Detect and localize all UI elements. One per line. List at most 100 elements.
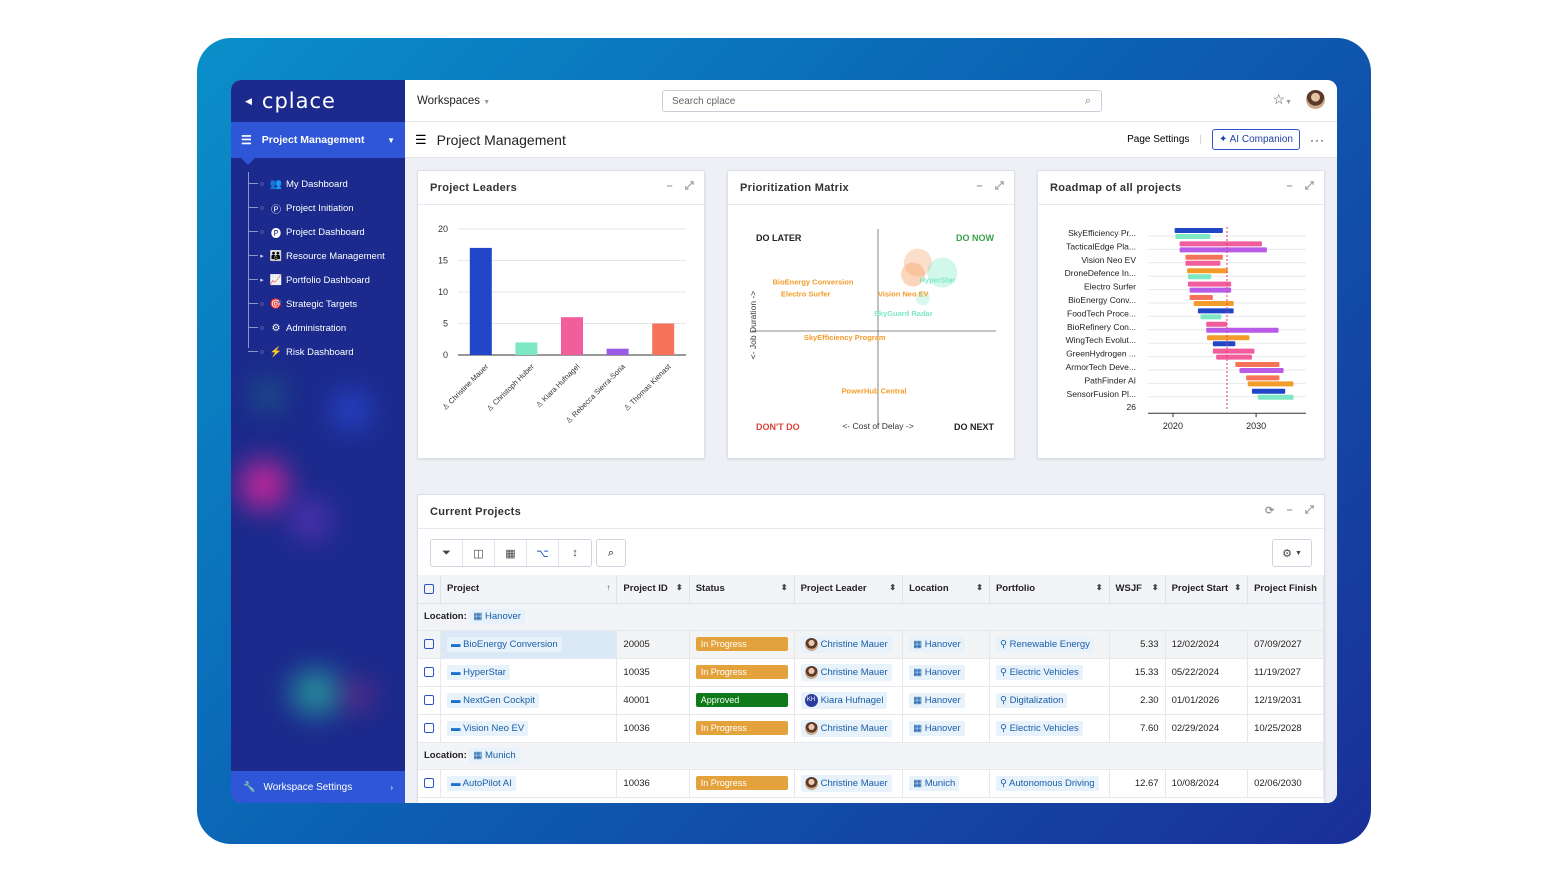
table-row[interactable]: ▬ AutoPilot AI 10036 In Progress Christine … xyxy=(418,769,1324,798)
star-icon[interactable]: ☆▼ xyxy=(1272,91,1293,107)
workspace-settings-button[interactable]: 🔧 Workspace Settings › xyxy=(231,771,405,803)
project-link[interactable]: ▬ AutoPilot AI xyxy=(447,775,516,791)
sort-icon[interactable]: ↕ xyxy=(572,547,578,559)
minimize-icon[interactable]: – xyxy=(666,180,673,192)
sidebar-nav: ○ 👥 My Dashboard ○ Ⓟ Project Initiation ○ 🅟 Proj… xyxy=(231,172,405,364)
sort-icon[interactable]: ⬍ xyxy=(1095,583,1103,592)
column-header-location[interactable]: Location ⬍ xyxy=(902,575,990,604)
row-checkbox[interactable] xyxy=(424,666,434,677)
refresh-icon[interactable]: ⟳ xyxy=(1264,505,1275,517)
group-location-chip[interactable]: ▦ Hanover xyxy=(469,609,525,624)
sort-icon[interactable]: ⬍ xyxy=(676,583,683,592)
y-tick-label: 0 xyxy=(443,350,448,360)
select-all-checkbox[interactable] xyxy=(424,583,434,594)
search-input[interactable]: Search cplace ⌕ xyxy=(662,90,1102,112)
minimize-icon[interactable]: – xyxy=(976,180,983,192)
expand-icon[interactable]: ⤢ xyxy=(684,180,694,192)
project-leaders-chart: 0 5 10 15 20 ♙ Christine Mauer♙ Christoph Hub… xyxy=(438,224,686,425)
location-link[interactable]: ▦ Hanover xyxy=(909,664,965,680)
column-header-project-leader[interactable]: Project Leader ⬍ xyxy=(794,575,904,604)
column-header-project[interactable]: Project ↑ xyxy=(440,575,618,604)
expand-icon[interactable]: ⤢ xyxy=(994,180,1004,192)
portfolio-link[interactable]: ⚲ Digitalization xyxy=(995,692,1068,708)
workspaces-dropdown[interactable]: Workspaces ▼ xyxy=(417,94,491,107)
leader-avatar xyxy=(804,776,818,790)
chevron-down-icon[interactable]: ▼ xyxy=(387,135,395,145)
portfolio-link[interactable]: ⚲ Autonomous Driving xyxy=(995,775,1099,791)
sidebar-item-project-dashboard[interactable]: ○ 🅟 Project Dashboard xyxy=(231,220,405,244)
columns-icon[interactable]: ◫ xyxy=(463,540,495,566)
minimize-icon[interactable]: – xyxy=(1286,180,1293,192)
project-link[interactable]: ▬ NextGen Cockpit xyxy=(447,692,539,708)
timeline-bar xyxy=(1206,327,1279,333)
project-link[interactable]: ▬ Vision Neo EV xyxy=(447,720,529,736)
column-header-status[interactable]: Status ⬍ xyxy=(689,575,795,604)
row-checkbox[interactable] xyxy=(424,777,434,788)
column-header-project-finish[interactable]: Project Finish xyxy=(1247,575,1324,604)
leader-link[interactable]: Christine Mauer xyxy=(800,635,892,653)
portfolio-link[interactable]: ⚲ Electric Vehicles xyxy=(995,720,1083,736)
table-settings-button[interactable]: ⚙ ▼ xyxy=(1272,539,1312,567)
sort-asc-icon[interactable]: ↑ xyxy=(606,583,611,592)
table-row[interactable]: ▬ Vision Neo EV 10036 In Progress Christine… xyxy=(418,714,1324,743)
bullet-icon: ○ xyxy=(259,300,265,308)
location-link[interactable]: ▦ Hanover xyxy=(909,636,965,652)
sidebar-item-risk-dashboard[interactable]: ○ ⚡ Risk Dashboard xyxy=(231,340,405,364)
portfolio-link[interactable]: ⚲ Electric Vehicles xyxy=(995,664,1083,680)
sort-icon[interactable]: ⬍ xyxy=(1234,583,1242,592)
more-options-icon[interactable]: ··· xyxy=(1310,132,1325,147)
leader-link[interactable]: Christine Mauer xyxy=(800,774,892,792)
project-link[interactable]: ▬ BioEnergy Conversion xyxy=(447,636,562,652)
sidebar-section-project-management[interactable]: ☰ Project Management ▼ xyxy=(231,122,405,165)
row-checkbox[interactable] xyxy=(424,638,434,649)
leader-link[interactable]: Christine Mauer xyxy=(800,719,892,737)
timeline-bar xyxy=(1187,274,1212,280)
ai-companion-button[interactable]: ✦ AI Companion xyxy=(1212,129,1300,150)
sort-icon[interactable]: ⬍ xyxy=(976,583,983,592)
sidebar-item-administration[interactable]: ○ ⚙ Administration xyxy=(231,316,405,340)
user-avatar[interactable] xyxy=(1306,90,1325,109)
sidebar-item-project-initiation[interactable]: ○ Ⓟ Project Initiation xyxy=(231,196,405,220)
table-row[interactable]: ▬ HyperStar 10035 In Progress Christine Mau… xyxy=(418,658,1324,687)
project-link[interactable]: ▬ HyperStar xyxy=(447,664,510,680)
row-checkbox[interactable] xyxy=(424,694,434,705)
collapse-sidebar-icon[interactable]: ◀ xyxy=(245,95,252,106)
location-link[interactable]: ▦ Hanover xyxy=(909,692,965,708)
expand-icon[interactable]: ⤢ xyxy=(1304,504,1314,516)
leader-link[interactable]: Christine Mauer xyxy=(800,663,892,681)
location-link[interactable]: ▦ Munich xyxy=(909,775,960,791)
expand-arrow-icon[interactable]: ▸ xyxy=(260,277,264,284)
table-row[interactable]: ▬ NextGen Cockpit 40001 Approved KH Kiara Hu… xyxy=(418,686,1324,715)
hierarchy-icon[interactable]: ⌥ xyxy=(527,540,559,566)
page-menu-icon[interactable]: ☰ xyxy=(415,131,427,147)
roadmap-widget: Roadmap of all projects – ⤢ SkyEfficiency… xyxy=(1037,170,1325,459)
sidebar-item-strategic-targets[interactable]: ○ 🎯 Strategic Targets xyxy=(231,292,405,316)
search-icon[interactable]: ⌕ xyxy=(1084,95,1091,107)
sidebar-item-portfolio-dashboard[interactable]: ▸ 📈 Portfolio Dashboard xyxy=(231,268,405,292)
expand-arrow-icon[interactable]: ▸ xyxy=(260,253,264,260)
portfolio-link[interactable]: ⚲ Renewable Energy xyxy=(995,636,1094,652)
sort-icon[interactable]: ⬍ xyxy=(1151,583,1159,592)
calculator-icon[interactable]: ▦ xyxy=(495,540,527,566)
p-circle-icon: Ⓟ xyxy=(271,204,281,216)
table-search-icon[interactable]: ⌕ xyxy=(596,539,626,567)
sidebar-item-my-dashboard[interactable]: ○ 👥 My Dashboard xyxy=(231,172,405,196)
column-header-project-start[interactable]: Project Start ⬍ xyxy=(1165,575,1249,604)
location-link[interactable]: ▦ Hanover xyxy=(909,720,965,736)
column-header-project-id[interactable]: Project ID ⬍ xyxy=(616,575,690,604)
page-settings-button[interactable]: Page Settings xyxy=(1127,134,1190,145)
column-header-wsjf[interactable]: WSJF ⬍ xyxy=(1109,575,1166,604)
leader-link[interactable]: KH Kiara Hufnagel xyxy=(800,691,888,709)
group-location-chip[interactable]: ▦ Munich xyxy=(469,748,520,763)
row-checkbox[interactable] xyxy=(424,722,434,733)
p-circle-filled-icon: 🅟 xyxy=(271,228,281,240)
sort-icon[interactable]: ⬍ xyxy=(780,583,788,592)
filter-icon[interactable]: ⏷ xyxy=(431,540,463,566)
minimize-icon[interactable]: – xyxy=(1286,504,1293,516)
table-row[interactable]: ▬ BioEnergy Conversion 20005 In Progress Ch… xyxy=(418,630,1324,659)
column-header-portfolio[interactable]: Portfolio ⬍ xyxy=(989,575,1110,604)
folder-icon: ▬ xyxy=(451,666,464,678)
sidebar-item-resource-management[interactable]: ▸ 👪 Resource Management xyxy=(231,244,405,268)
sort-icon[interactable]: ⬍ xyxy=(889,583,897,592)
expand-icon[interactable]: ⤢ xyxy=(1304,180,1314,192)
